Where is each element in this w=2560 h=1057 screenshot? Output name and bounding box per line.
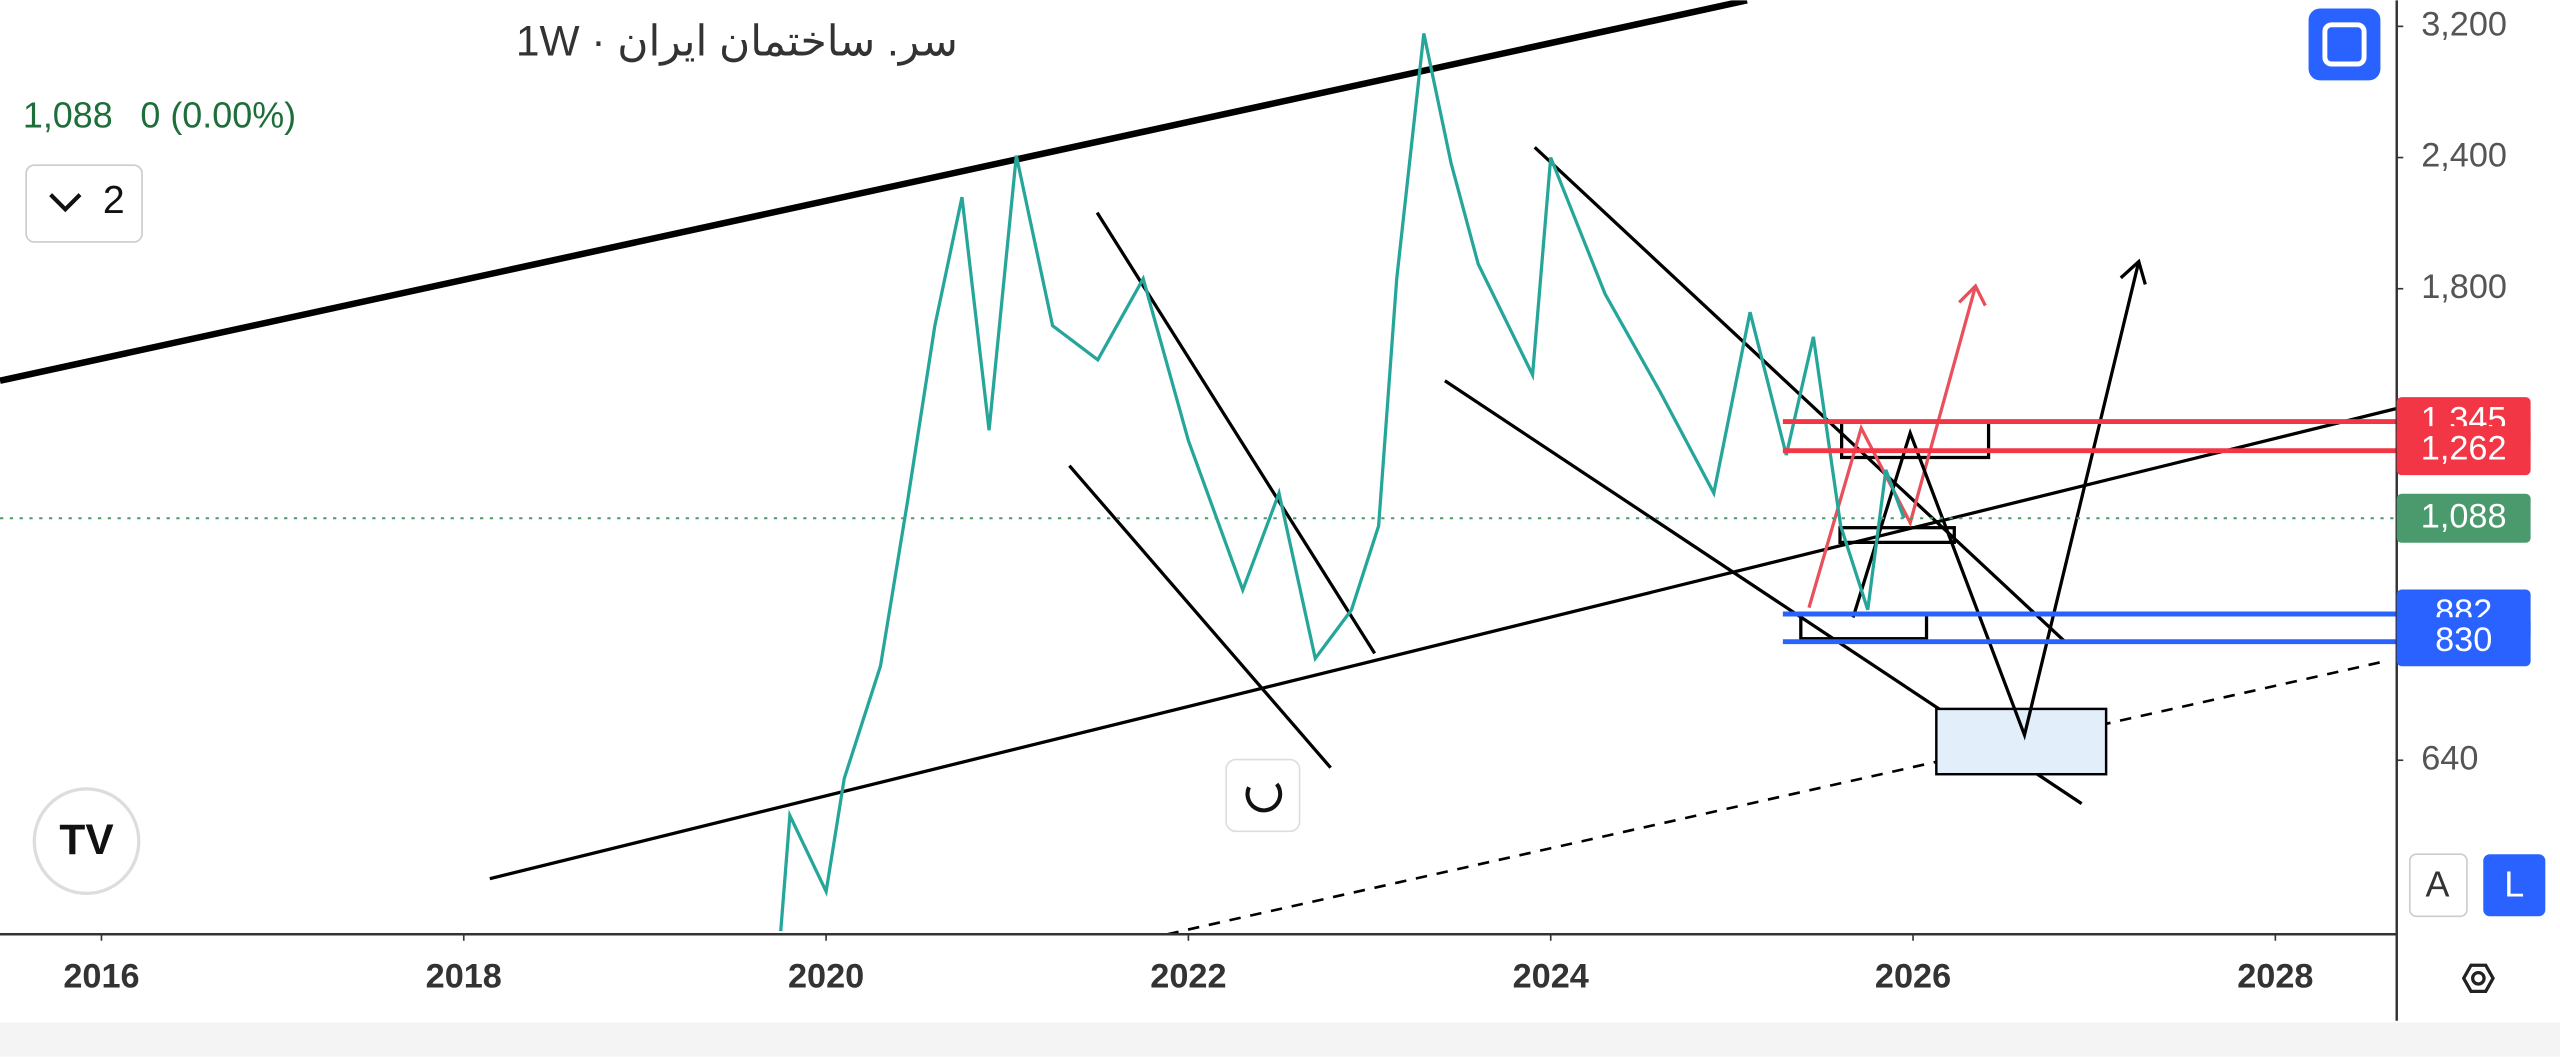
y-tick-label: 3,200 xyxy=(2421,5,2507,43)
bottom-strip xyxy=(0,1022,2560,1057)
price-tag-label: 830 xyxy=(2435,621,2492,659)
button-label: L xyxy=(2504,863,2524,904)
x-tick-label: 2018 xyxy=(426,957,502,995)
trendline xyxy=(0,0,1748,384)
indicator-count: 2 xyxy=(103,179,125,222)
x-tick-label: 2020 xyxy=(788,957,864,995)
y-tick-label: 640 xyxy=(2421,739,2478,777)
last-price: 1,088 xyxy=(23,94,113,135)
price-change: 0 (0.00%) xyxy=(140,94,296,135)
trendline xyxy=(1068,464,1332,769)
price-tag xyxy=(2396,426,2531,476)
x-tick-label: 2022 xyxy=(1150,957,1226,995)
y-tick-label: 2,400 xyxy=(2421,137,2507,175)
logo-mark: TV xyxy=(59,816,114,863)
fullscreen-button[interactable] xyxy=(2308,8,2381,81)
settings-icon-center xyxy=(2471,970,2486,986)
logo[interactable] xyxy=(32,787,141,896)
button-label: A xyxy=(2426,863,2450,904)
price-tag xyxy=(2396,493,2531,543)
reset-button[interactable] xyxy=(1225,758,1301,833)
trendline xyxy=(1095,211,1377,655)
x-tick-label: 2016 xyxy=(63,957,139,995)
arrow-head xyxy=(2119,258,2147,285)
y-tick-label: 1,800 xyxy=(2421,268,2507,306)
symbol-title: سر. ساختمان ایران · 1W xyxy=(516,18,958,67)
price-tag-label: 1,088 xyxy=(2421,497,2507,535)
price-tag xyxy=(2396,617,2531,667)
plot-area xyxy=(0,0,2397,935)
log-scale-button[interactable] xyxy=(2483,854,2546,917)
projection-arrow xyxy=(1851,261,2141,741)
fullscreen-icon xyxy=(2322,22,2367,67)
x-tick-label: 2028 xyxy=(2237,957,2313,995)
indicator-toggle[interactable] xyxy=(25,164,143,243)
zone-box xyxy=(1838,526,1956,545)
reset-icon xyxy=(1245,782,1283,813)
price-line xyxy=(779,33,1906,932)
x-tick-label: 2024 xyxy=(1513,957,1589,995)
price-tag-label: 1,262 xyxy=(2421,430,2507,468)
trendline xyxy=(1167,660,2384,935)
chevron-icon xyxy=(49,193,82,213)
target-box xyxy=(1935,707,2108,776)
auto-scale-button[interactable] xyxy=(2408,853,2468,918)
trendline xyxy=(489,406,2397,881)
arrow-head xyxy=(1958,283,1987,307)
settings-icon[interactable] xyxy=(2461,963,2495,993)
x-tick-label: 2026 xyxy=(1875,957,1951,995)
